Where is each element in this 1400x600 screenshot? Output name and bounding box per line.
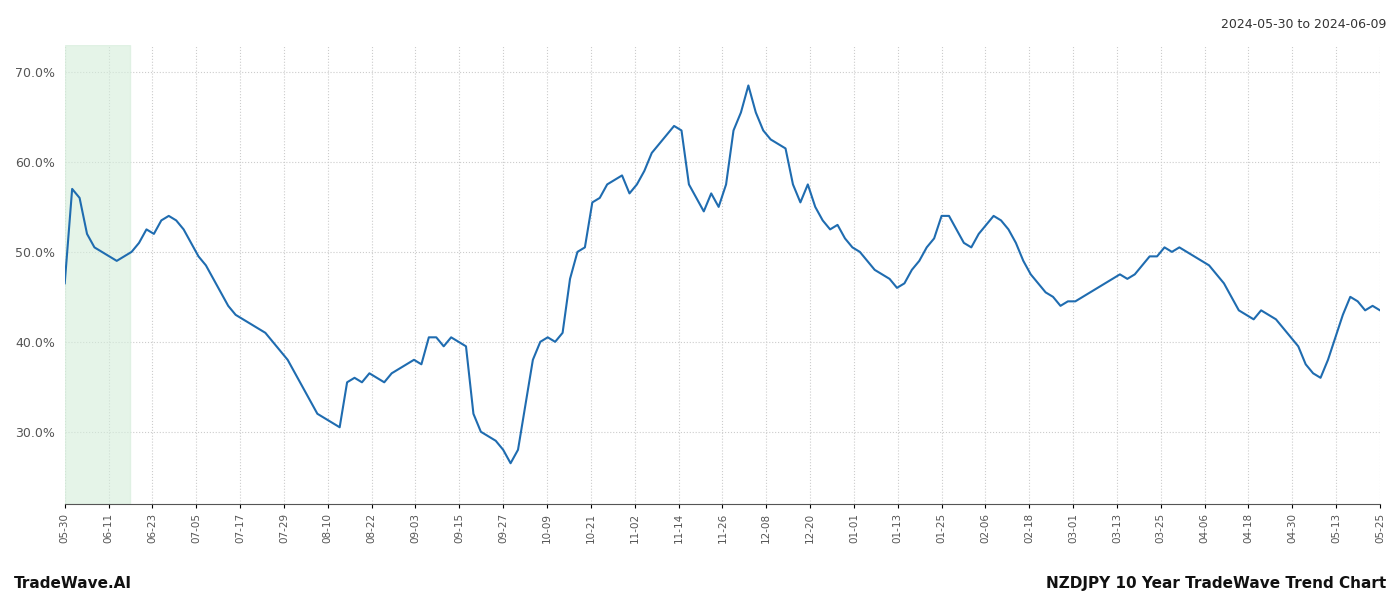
- Bar: [64, 45, 130, 504]
- Text: NZDJPY 10 Year TradeWave Trend Chart: NZDJPY 10 Year TradeWave Trend Chart: [1046, 576, 1386, 591]
- Text: TradeWave.AI: TradeWave.AI: [14, 576, 132, 591]
- Text: 2024-05-30 to 2024-06-09: 2024-05-30 to 2024-06-09: [1221, 18, 1386, 31]
